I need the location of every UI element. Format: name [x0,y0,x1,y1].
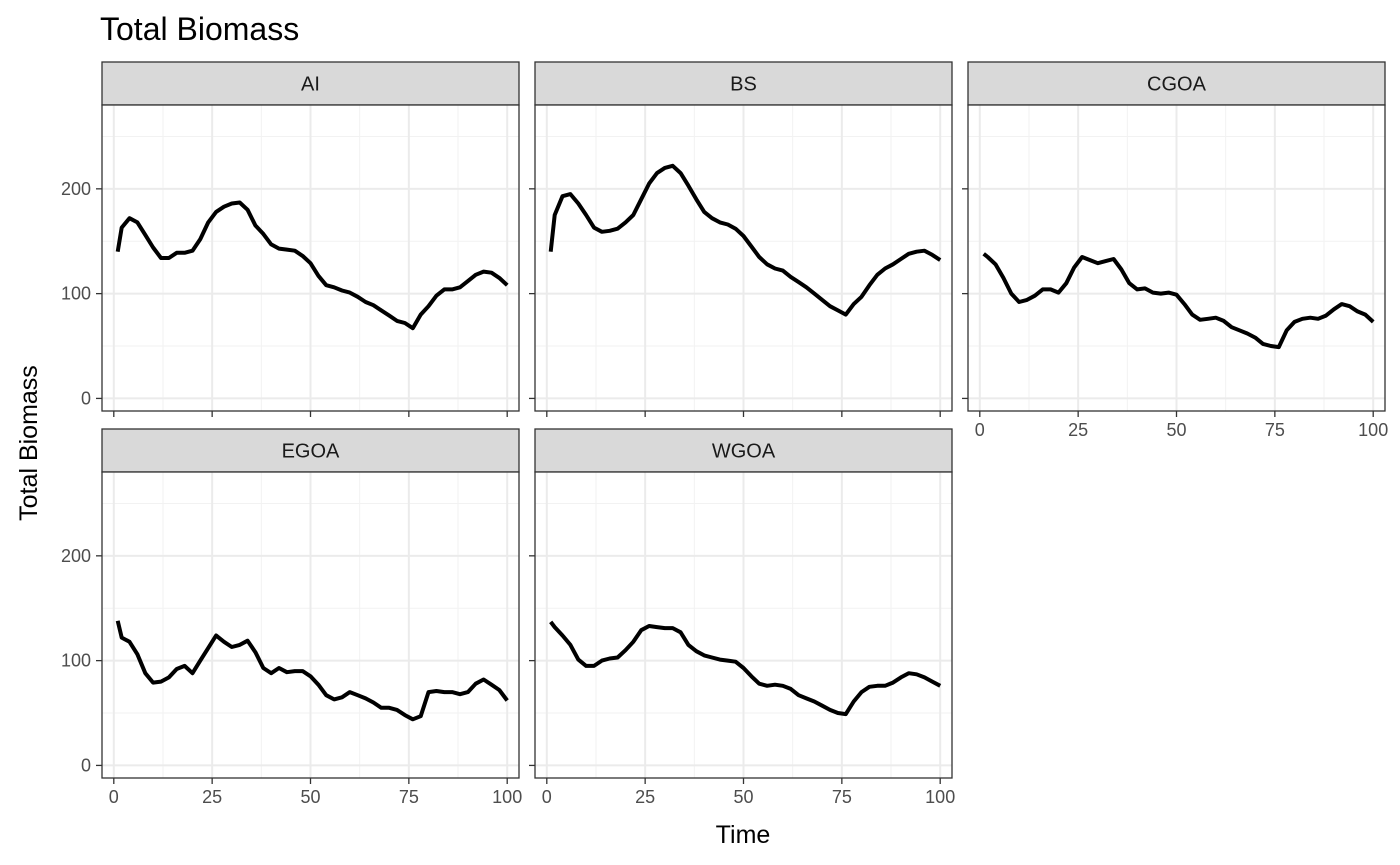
x-tick-label: 50 [1166,420,1186,440]
x-tick-label: 0 [975,420,985,440]
facet-panel-egoa: EGOA 0 100 200 0 25 50 75 100 [61,428,522,807]
facet-strip-label: BS [730,74,757,96]
y-axis-title: Total Biomass [15,365,43,521]
facet-panel-ai: AI 0 100 200 [61,61,520,417]
x-tick-label: 25 [202,787,222,807]
x-tick-label: 0 [542,787,552,807]
y-tick-label: 0 [81,755,91,775]
x-tick-label: 25 [1068,420,1088,440]
x-tick-label: 100 [1358,420,1388,440]
facet-strip [534,428,953,473]
facet-strip [967,61,1386,106]
x-tick-label: 75 [1265,420,1285,440]
y-tick-label: 200 [61,179,91,199]
x-tick-label: 75 [399,787,419,807]
y-tick-label: 200 [61,546,91,566]
series-line-ai [115,200,509,331]
series-line-wgoa [549,620,942,717]
x-tick-label: 75 [832,787,852,807]
facet-strip-label: WGOA [712,441,776,463]
facet-strip-label: EGOA [282,441,340,463]
facet-strip [101,61,520,106]
x-tick-label: 50 [300,787,320,807]
y-tick-label: 100 [61,651,91,671]
facet-strip-label: AI [301,74,320,96]
series-line-bs [548,163,942,317]
facet-panel-bs: BS [529,61,953,417]
chart-title: Total Biomass [100,11,299,47]
x-tick-label: 50 [733,787,753,807]
y-tick-label: 100 [61,284,91,304]
y-tick-label: 0 [81,388,91,408]
facet-panel-wgoa: WGOA 0 25 50 75 100 [529,428,955,807]
facet-strip [534,61,953,106]
x-tick-label: 100 [492,787,522,807]
facet-panel-cgoa: CGOA 0 25 50 75 100 [962,61,1388,440]
x-axis-title: Time [716,821,771,849]
x-tick-label: 25 [635,787,655,807]
x-tick-label: 100 [925,787,955,807]
series-line-egoa [115,620,509,722]
facet-strip-label: CGOA [1147,74,1207,96]
facet-panels: AI 0 100 200 BS CGOA 0 25 50 75 100 EGOA 0 100 200 0 25 5… [61,61,1388,807]
x-tick-label: 0 [109,787,119,807]
series-line-cgoa [982,252,1375,350]
